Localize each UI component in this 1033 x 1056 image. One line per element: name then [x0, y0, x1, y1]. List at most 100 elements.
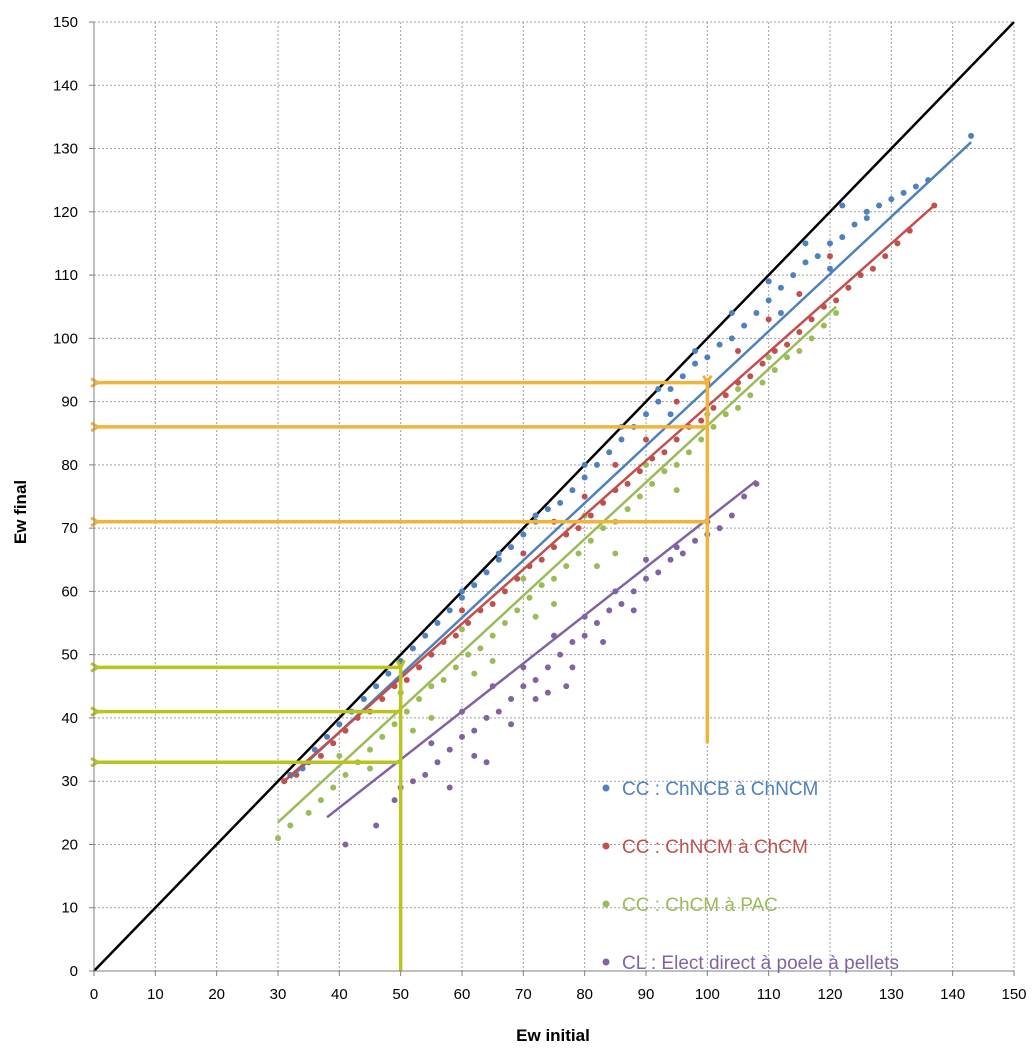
data-point-series-3 — [489, 657, 496, 664]
data-point-series-1 — [777, 284, 784, 291]
data-point-series-2 — [403, 676, 410, 683]
data-point-series-4 — [618, 601, 625, 608]
data-point-series-2 — [833, 297, 840, 304]
x-tick-label: 100 — [695, 986, 720, 1003]
data-point-series-3 — [336, 752, 343, 759]
data-point-series-4 — [373, 822, 380, 829]
data-point-series-2 — [624, 480, 631, 487]
data-point-series-2 — [722, 392, 729, 399]
data-point-series-3 — [673, 461, 680, 468]
data-point-series-4 — [428, 740, 435, 747]
y-tick-label: 100 — [53, 330, 78, 347]
data-point-series-2 — [698, 417, 705, 424]
x-tick-label: 50 — [392, 986, 409, 1003]
data-point-series-3 — [477, 645, 484, 652]
data-point-series-3 — [698, 436, 705, 443]
data-point-series-3 — [747, 392, 754, 399]
y-tick-label: 140 — [53, 77, 78, 94]
trend-line-series-2 — [283, 204, 936, 783]
data-point-series-1 — [802, 259, 809, 266]
data-point-series-1 — [618, 436, 625, 443]
data-point-series-3 — [416, 695, 423, 702]
data-point-series-3 — [501, 620, 508, 627]
data-point-series-3 — [784, 354, 791, 361]
trend-line-series-1 — [289, 141, 972, 779]
data-point-series-4 — [643, 575, 649, 582]
legend: CC : ChNCB à ChNCM CC : ChNCM à ChCM CC : … — [602, 779, 899, 974]
x-tick-label: 10 — [147, 986, 164, 1003]
y-tick-label: 60 — [61, 583, 78, 600]
data-point-series-4 — [600, 639, 607, 646]
data-point-series-1 — [716, 341, 723, 348]
data-point-series-2 — [882, 253, 889, 260]
data-point-series-2 — [673, 398, 680, 405]
data-point-series-4 — [679, 550, 686, 557]
data-point-series-4 — [520, 683, 527, 690]
y-tick-label: 120 — [53, 204, 78, 221]
data-point-series-4 — [716, 525, 723, 532]
data-point-series-1 — [900, 189, 907, 196]
data-point-series-1 — [593, 461, 600, 468]
data-point-series-1 — [802, 240, 809, 247]
data-point-series-1 — [851, 221, 858, 228]
data-point-series-1 — [459, 594, 465, 601]
axes: 0 10 20 30 40 50 60 70 80 90 100 110 120 130 140 150 0 10… — [53, 14, 1027, 1003]
data-point-series-3 — [759, 379, 766, 386]
data-point-series-3 — [673, 487, 680, 494]
data-point-series-4 — [483, 759, 490, 766]
data-point-series-2 — [551, 544, 557, 551]
data-point-series-3 — [661, 468, 668, 475]
data-point-series-3 — [391, 721, 398, 728]
x-tick-label: 80 — [576, 986, 593, 1003]
y-tick-label: 20 — [61, 836, 78, 853]
data-point-series-3 — [575, 550, 582, 557]
data-point-series-2 — [636, 468, 643, 475]
data-point-series-4 — [630, 607, 637, 614]
x-tick-label: 130 — [879, 986, 904, 1003]
data-point-series-1 — [520, 531, 527, 538]
data-point-series-2 — [735, 347, 741, 354]
data-point-series-4 — [471, 752, 478, 759]
data-point-series-4 — [422, 771, 429, 778]
data-point-series-1 — [483, 569, 490, 576]
data-point-series-1 — [569, 487, 576, 494]
data-point-series-2 — [612, 461, 619, 468]
data-point-series-1 — [495, 556, 502, 563]
identity-line — [93, 21, 1015, 972]
data-point-series-1 — [385, 670, 392, 677]
data-point-series-3 — [367, 765, 373, 772]
data-point-series-2 — [827, 253, 833, 260]
data-point-series-1 — [667, 411, 674, 418]
data-point-series-3 — [710, 423, 717, 430]
data-point-series-1 — [360, 695, 367, 702]
x-tick-label: 40 — [331, 986, 348, 1003]
legend-marker-series-1 — [602, 784, 610, 792]
data-point-series-1 — [741, 322, 748, 329]
data-point-series-4 — [655, 569, 662, 576]
data-point-series-3 — [820, 322, 827, 329]
data-point-series-2 — [808, 316, 815, 323]
data-point-series-3 — [465, 651, 472, 658]
y-tick-label: 150 — [53, 14, 78, 31]
data-point-series-1 — [839, 234, 846, 241]
data-point-series-1 — [692, 360, 699, 367]
data-point-series-1 — [667, 385, 674, 392]
data-point-series-2 — [765, 316, 772, 323]
data-point-series-1 — [765, 278, 772, 285]
data-point-series-4 — [508, 721, 515, 728]
data-point-series-3 — [765, 354, 772, 361]
data-point-series-3 — [403, 708, 410, 715]
x-tick-label: 70 — [515, 986, 532, 1003]
data-point-series-1 — [434, 620, 441, 627]
y-tick-label: 80 — [61, 457, 78, 474]
data-point-series-1 — [655, 385, 662, 392]
data-point-series-2 — [538, 556, 545, 563]
data-point-series-2 — [459, 607, 465, 614]
data-point-series-3 — [409, 727, 416, 734]
data-point-series-1 — [422, 632, 429, 639]
data-point-series-4 — [692, 537, 699, 544]
data-point-series-1 — [557, 499, 564, 506]
data-point-series-3 — [275, 835, 281, 842]
data-point-series-4 — [446, 746, 453, 753]
